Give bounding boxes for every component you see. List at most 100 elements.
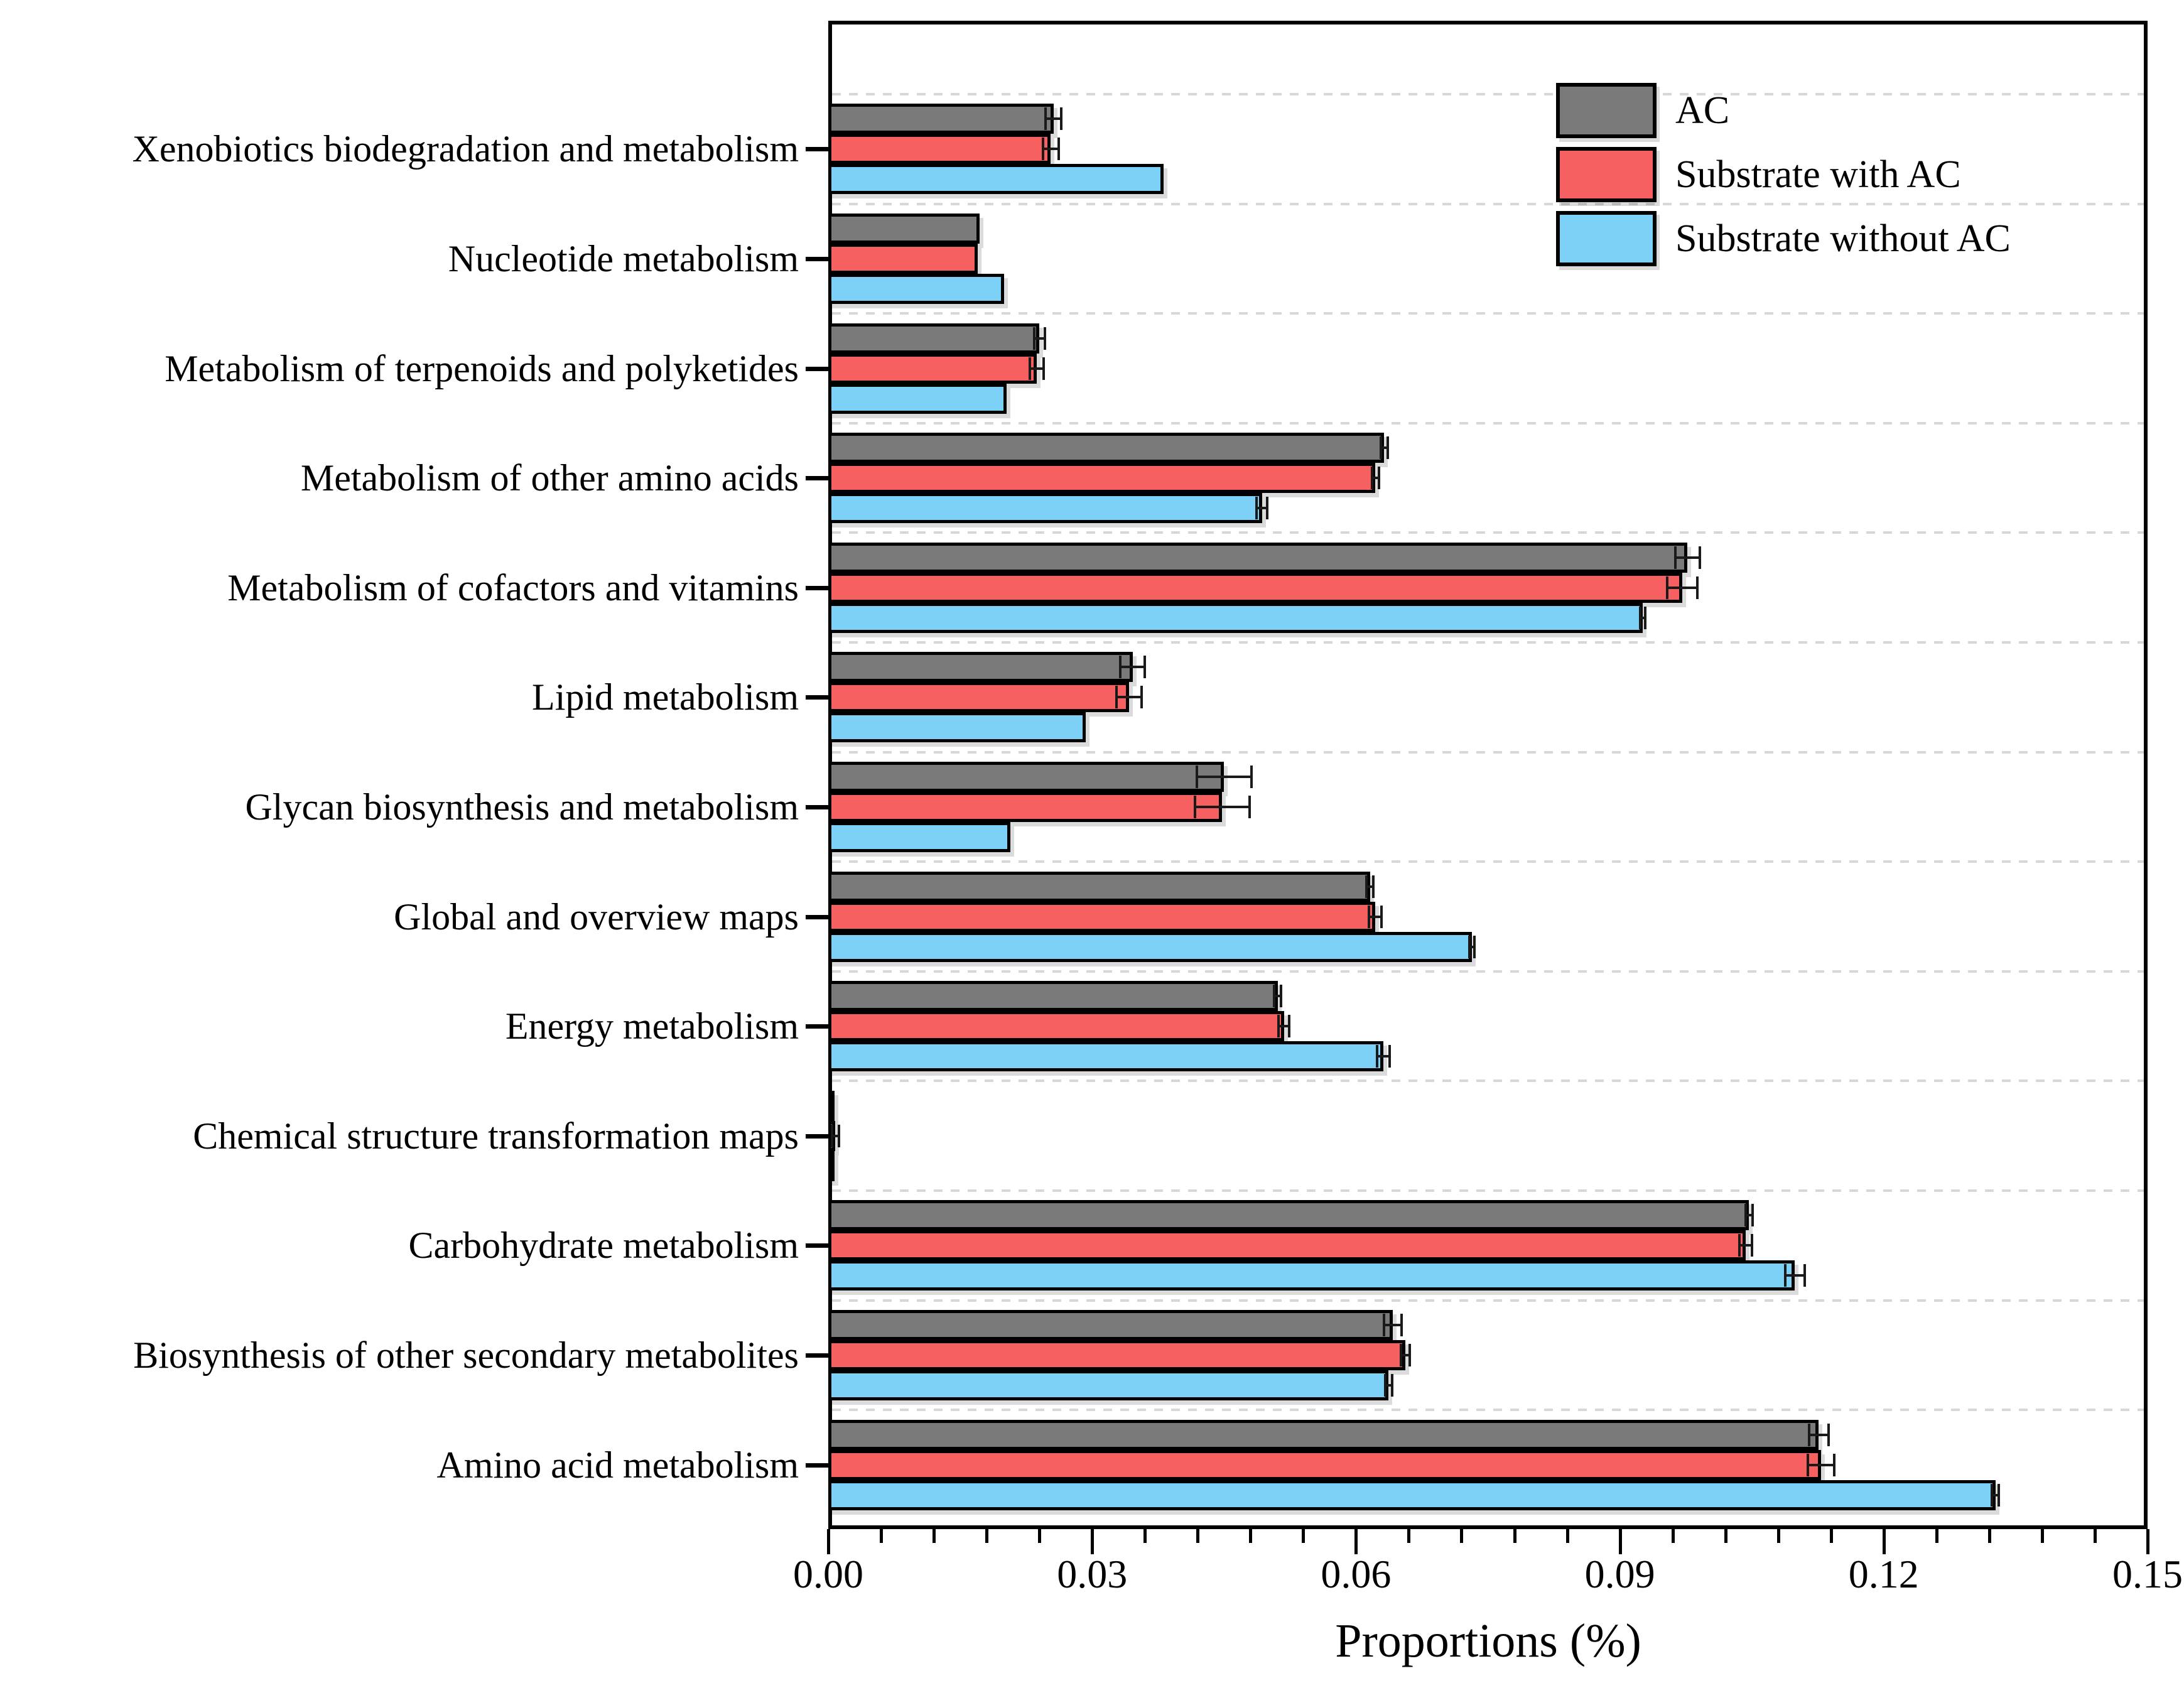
gridline [832, 1299, 2144, 1302]
legend-label-substrate-with-ac: Substrate with AC [1675, 153, 1961, 196]
error-bar-line [1640, 616, 1646, 619]
bar-substrate-without-ac [828, 273, 1005, 304]
error-bar-cap-right [1386, 436, 1389, 460]
error-bar-cap-right [1042, 357, 1046, 380]
error-bar-line [1675, 556, 1700, 559]
x-minor-tick [1565, 1529, 1569, 1543]
error-bar-line [1045, 117, 1062, 121]
error-bar-cap-right [1750, 1234, 1753, 1257]
bar-substrate-without-ac [828, 1041, 1383, 1072]
error-bar-line [1377, 1055, 1390, 1058]
category-label: Metabolism of other amino acids [300, 457, 799, 499]
x-minor-tick [1302, 1529, 1306, 1543]
gridline [832, 641, 2144, 644]
error-bar-cap-right [1060, 107, 1063, 131]
error-bar-cap-right [1827, 1423, 1830, 1446]
gridline [832, 202, 2144, 205]
error-bar-cap-left [1195, 765, 1198, 788]
category-label: Metabolism of terpenoids and polyketides [165, 347, 799, 389]
y-tick [806, 147, 828, 152]
x-major-tick [2146, 1529, 2149, 1554]
error-bar-line [1257, 507, 1267, 510]
error-bar-line [1400, 1353, 1410, 1356]
error-bar-cap-left [1379, 436, 1382, 460]
error-bar-line [1116, 696, 1142, 699]
gridline [832, 860, 2144, 863]
y-tick [806, 914, 828, 919]
error-bar-line [1366, 885, 1374, 888]
error-bar-cap-left [1028, 357, 1031, 380]
gridline [832, 421, 2144, 425]
category-label: Metabolism of cofactors and vitamins [227, 566, 799, 609]
error-bar-cap-left [1991, 1483, 1994, 1507]
error-bar-cap-left [1277, 1015, 1280, 1038]
error-bar-cap-right [1644, 606, 1647, 629]
x-minor-tick [1513, 1529, 1516, 1543]
error-bar-line [1808, 1463, 1835, 1466]
error-bar-cap-right [1997, 1483, 2001, 1507]
error-bar-line [831, 1134, 839, 1137]
bar-substrate-with-ac [828, 682, 1130, 713]
x-minor-tick [1196, 1529, 1200, 1543]
bar-substrate-with-ac [828, 463, 1376, 494]
error-bar-line [1785, 1274, 1805, 1277]
error-bar-cap-left [1365, 875, 1368, 898]
error-bar-line [1667, 586, 1697, 589]
bar-ac [828, 323, 1040, 354]
x-minor-tick [1249, 1529, 1253, 1543]
error-bar-cap-left [1744, 1204, 1747, 1227]
error-bar-line [1385, 1383, 1392, 1387]
error-bar-line [1369, 915, 1381, 918]
bar-substrate-without-ac [828, 1480, 1996, 1510]
y-tick [806, 1133, 828, 1139]
gridline [832, 312, 2144, 315]
y-tick [806, 366, 828, 371]
x-tick-label: 0.06 [1321, 1552, 1392, 1596]
error-bar-cap-right [1140, 686, 1143, 709]
error-bar-cap-right [1408, 1343, 1411, 1366]
gridline [832, 970, 2144, 973]
bar-ac [828, 433, 1385, 463]
error-bar-cap-right [837, 1124, 840, 1147]
error-bar-cap-left [1738, 1234, 1741, 1257]
x-minor-tick [2093, 1529, 2097, 1543]
error-bar-cap-right [1043, 327, 1046, 350]
bar-substrate-without-ac [828, 931, 1473, 962]
error-bar-cap-left [1383, 1373, 1387, 1397]
x-minor-tick [2040, 1529, 2044, 1543]
error-bar-cap-right [1473, 935, 1476, 958]
error-bar-cap-left [1376, 1045, 1379, 1068]
error-bar-cap-left [1399, 1343, 1402, 1366]
x-minor-tick [985, 1529, 989, 1543]
bar-substrate-with-ac [828, 353, 1037, 384]
error-bar-cap-right [1250, 765, 1253, 788]
bar-substrate-with-ac [828, 1230, 1746, 1261]
y-tick [806, 585, 828, 590]
error-bar-cap-left [1673, 546, 1677, 569]
bar-ac [828, 542, 1688, 573]
legend-label-substrate-without-ac: Substrate without AC [1675, 217, 2011, 260]
x-tick-label: 0.09 [1584, 1552, 1655, 1596]
error-bar-cap-left [1807, 1423, 1810, 1446]
bar-substrate-without-ac [828, 164, 1164, 195]
error-bar-cap-left [1273, 985, 1276, 1008]
bar-ac [828, 1090, 835, 1121]
error-bar-cap-right [1695, 576, 1699, 599]
error-bar-cap-left [1468, 935, 1471, 958]
error-bar-cap-right [1751, 1204, 1754, 1227]
error-bar-line [1739, 1244, 1752, 1247]
x-minor-tick [1987, 1529, 1991, 1543]
y-tick [806, 804, 828, 809]
x-major-tick [1354, 1529, 1358, 1554]
bar-ac [828, 871, 1370, 902]
y-tick [806, 476, 828, 481]
error-bar-cap-right [1377, 467, 1380, 490]
error-bar-cap-left [1783, 1264, 1787, 1287]
error-bar-cap-right [1803, 1264, 1806, 1287]
x-minor-tick [1038, 1529, 1042, 1543]
bar-ac [828, 1419, 1819, 1450]
error-bar-cap-left [1119, 656, 1122, 679]
bar-substrate-without-ac [828, 383, 1007, 414]
error-bar-cap-left [1041, 138, 1044, 161]
